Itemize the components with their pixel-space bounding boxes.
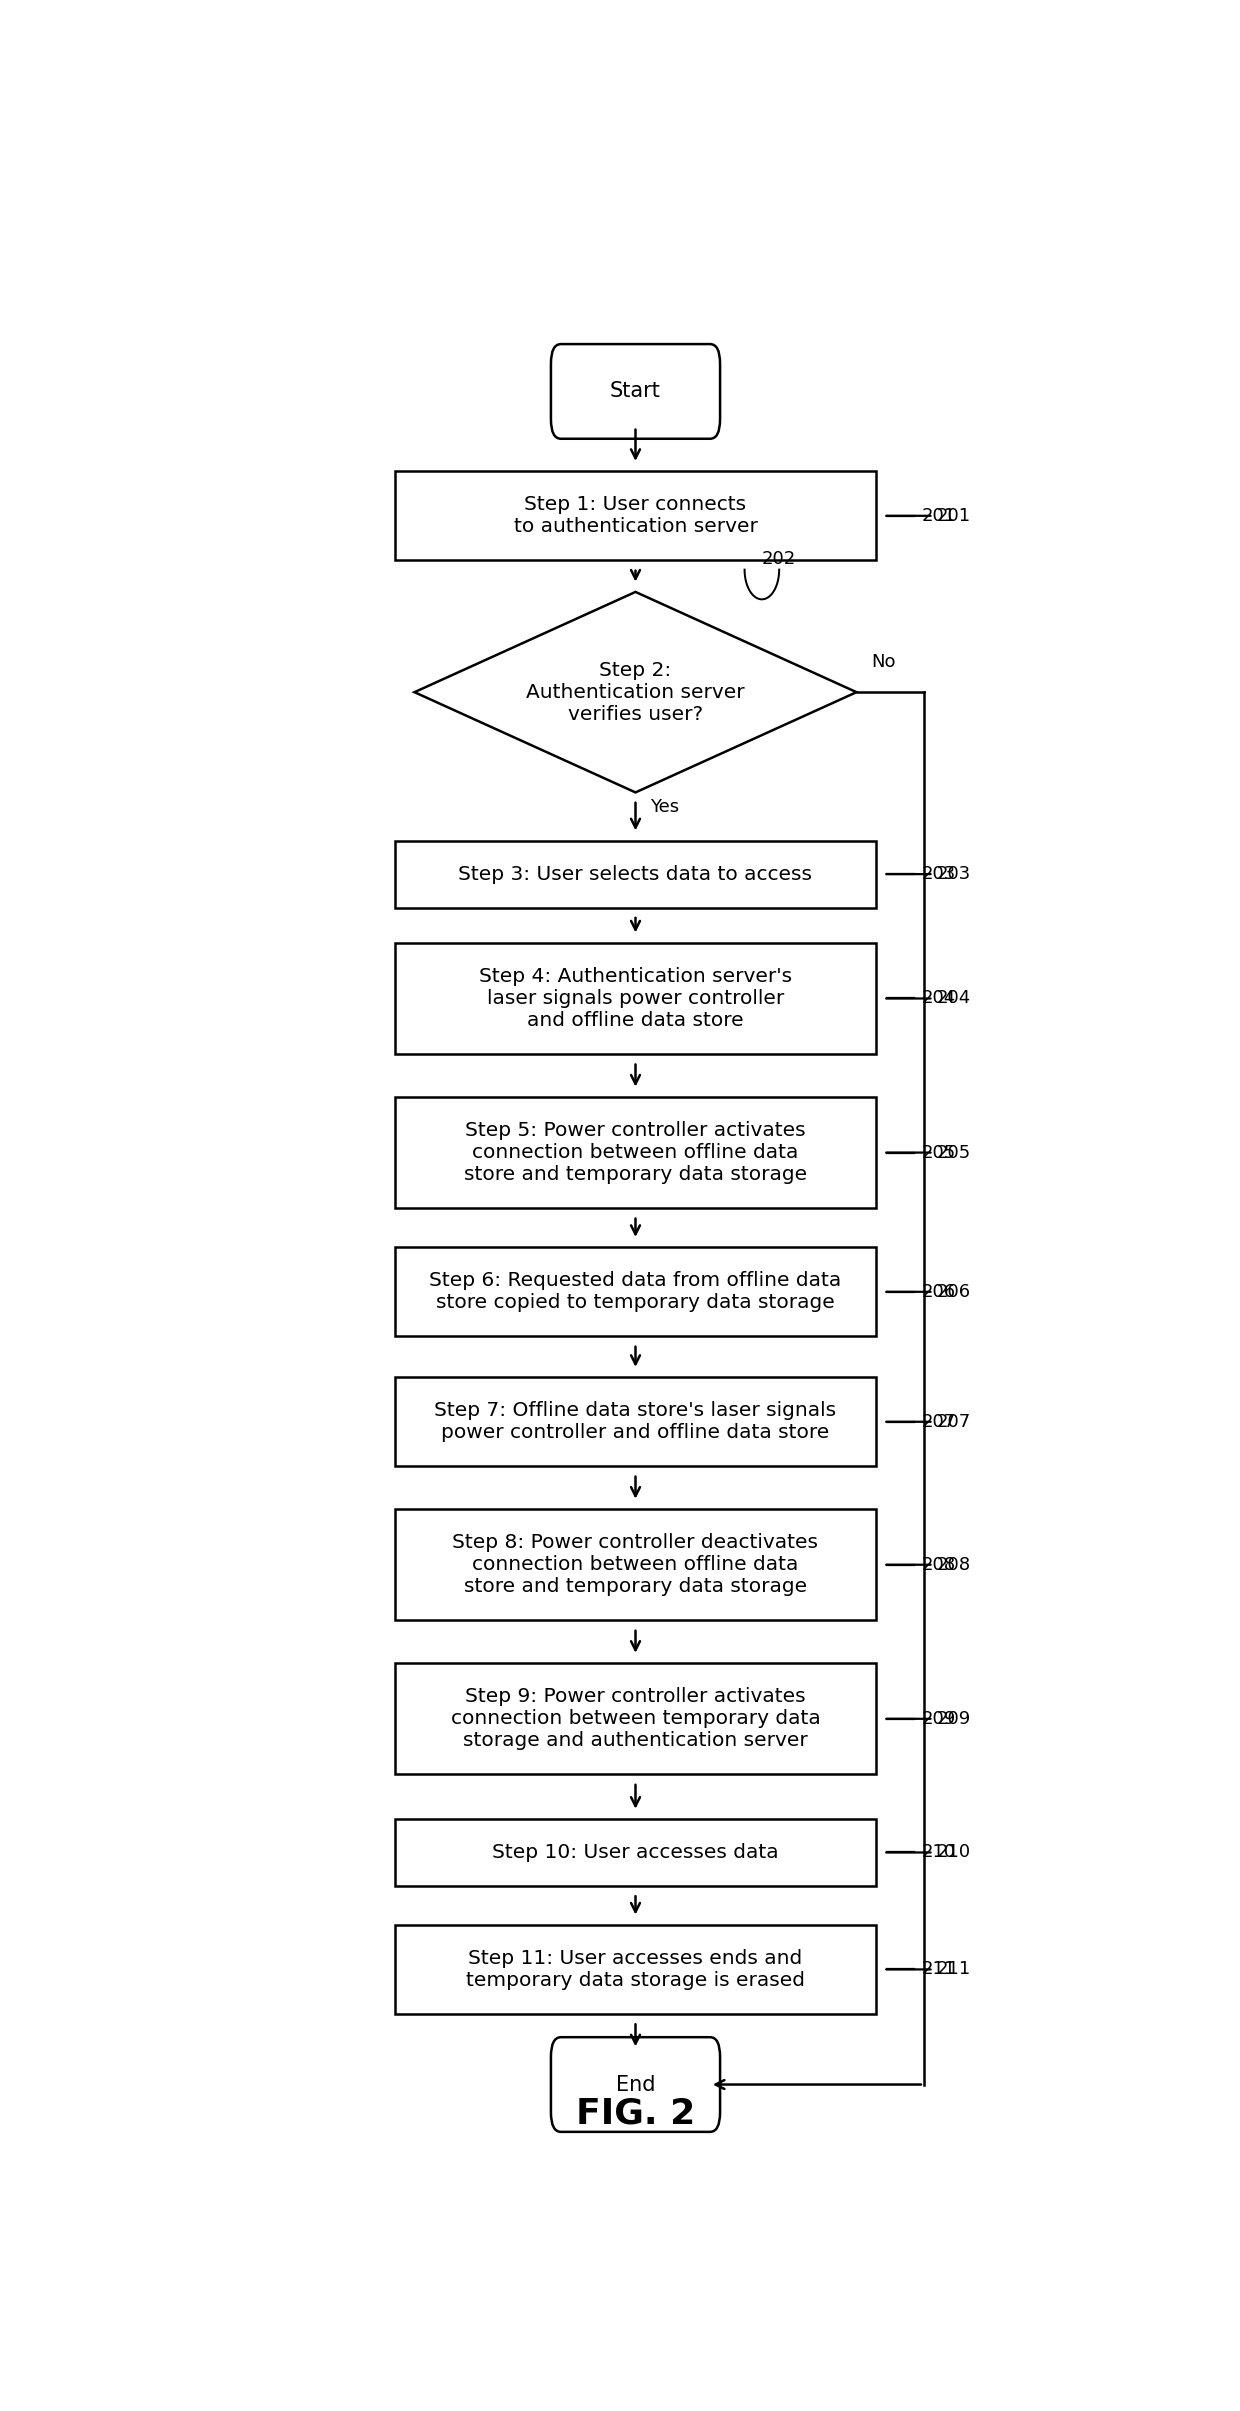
Text: 201: 201 <box>921 506 956 526</box>
Text: 206: 206 <box>936 1283 971 1302</box>
Text: Step 10: User accesses data: Step 10: User accesses data <box>492 1842 779 1861</box>
Text: Step 7: Offline data store's laser signals
power controller and offline data sto: Step 7: Offline data store's laser signa… <box>434 1401 837 1442</box>
Text: 204: 204 <box>921 989 956 1008</box>
Text: 211: 211 <box>921 1960 956 1979</box>
Bar <box>396 1664 875 1774</box>
Text: 211: 211 <box>936 1960 971 1979</box>
Text: 203: 203 <box>921 866 956 882</box>
Bar <box>396 943 875 1054</box>
Text: 208: 208 <box>936 1555 971 1574</box>
Text: Step 5: Power controller activates
connection between offline data
store and tem: Step 5: Power controller activates conne… <box>464 1121 807 1184</box>
Text: 205: 205 <box>936 1143 971 1162</box>
Text: Step 1: User connects
to authentication server: Step 1: User connects to authentication … <box>513 494 758 535</box>
Bar <box>396 470 875 559</box>
Text: 203: 203 <box>936 866 971 882</box>
Bar <box>396 1509 875 1620</box>
Text: 201: 201 <box>936 506 971 526</box>
Text: 208: 208 <box>921 1555 956 1574</box>
Bar <box>396 1246 875 1336</box>
Bar <box>396 841 875 907</box>
Text: Step 11: User accesses ends and
temporary data storage is erased: Step 11: User accesses ends and temporar… <box>466 1948 805 1989</box>
Text: No: No <box>870 653 895 673</box>
Text: 210: 210 <box>921 1844 956 1861</box>
Text: 204: 204 <box>936 989 971 1008</box>
Bar <box>396 1924 875 2013</box>
Text: 206: 206 <box>921 1283 956 1302</box>
Text: 202: 202 <box>761 550 796 567</box>
Text: 205: 205 <box>921 1143 956 1162</box>
Text: 209: 209 <box>936 1709 971 1729</box>
Text: FIG. 2: FIG. 2 <box>575 2098 696 2131</box>
Text: Step 3: User selects data to access: Step 3: User selects data to access <box>459 866 812 882</box>
Text: Start: Start <box>610 381 661 400</box>
Text: Step 2:
Authentication server
verifies user?: Step 2: Authentication server verifies u… <box>526 661 745 723</box>
Polygon shape <box>414 593 857 793</box>
Text: 207: 207 <box>921 1413 956 1430</box>
Text: Step 9: Power controller activates
connection between temporary data
storage and: Step 9: Power controller activates conne… <box>450 1688 821 1750</box>
Bar <box>396 1377 875 1466</box>
Text: Step 8: Power controller deactivates
connection between offline data
store and t: Step 8: Power controller deactivates con… <box>453 1533 818 1596</box>
Bar <box>396 1818 875 1885</box>
Text: Yes: Yes <box>650 798 680 817</box>
Text: 207: 207 <box>936 1413 971 1430</box>
Text: Step 4: Authentication server's
laser signals power controller
and offline data : Step 4: Authentication server's laser si… <box>479 967 792 1029</box>
Text: End: End <box>616 2073 655 2095</box>
Text: 209: 209 <box>921 1709 956 1729</box>
FancyBboxPatch shape <box>551 2037 720 2131</box>
Text: 210: 210 <box>936 1844 971 1861</box>
FancyBboxPatch shape <box>551 345 720 439</box>
Text: Step 6: Requested data from offline data
store copied to temporary data storage: Step 6: Requested data from offline data… <box>429 1271 842 1312</box>
Bar <box>396 1097 875 1208</box>
